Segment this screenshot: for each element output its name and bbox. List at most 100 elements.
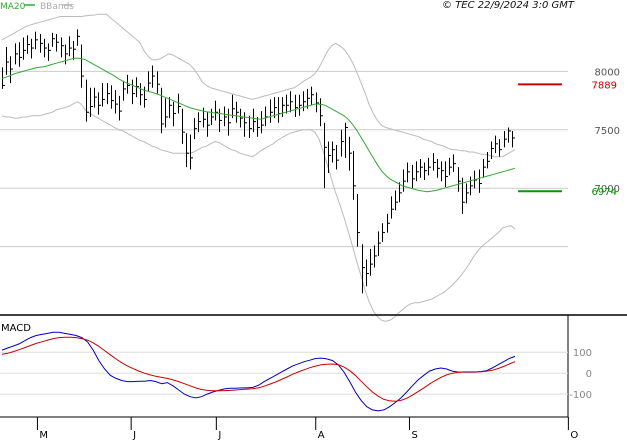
- price-bar: [449, 157, 452, 176]
- price-bar: [144, 86, 147, 108]
- price-bar: [31, 38, 34, 59]
- price-bar: [244, 112, 247, 137]
- price-bar: [416, 161, 419, 182]
- price-bar: [132, 79, 135, 105]
- macd-y-tick-label: 100: [573, 348, 592, 359]
- macd-series-line: [1, 331, 516, 412]
- price-bar: [182, 108, 185, 144]
- price-bar: [90, 87, 93, 117]
- price-bar: [311, 86, 314, 106]
- price-bar: [119, 95, 122, 121]
- price-bar: [15, 43, 18, 65]
- price-bar: [491, 141, 494, 159]
- price-bar: [428, 157, 431, 176]
- price-bar: [336, 144, 339, 170]
- price-bar: [332, 141, 335, 163]
- price-bar: [140, 83, 143, 106]
- price-bar: [178, 93, 181, 114]
- price-bar: [270, 99, 273, 123]
- price-bar: [512, 130, 515, 148]
- price-bar: [345, 122, 348, 158]
- price-bar: [504, 130, 507, 148]
- price-bar: [10, 56, 13, 84]
- price-bar: [203, 107, 206, 128]
- price-ohlc-bars: [2, 29, 515, 294]
- price-bar: [249, 115, 252, 138]
- price-bar: [61, 37, 64, 58]
- x-tick-label: A: [318, 430, 325, 440]
- price-bar: [286, 94, 289, 114]
- level-label: 7889: [592, 80, 617, 91]
- bollinger-upper-band: [1, 13, 516, 158]
- price-bar: [198, 112, 201, 133]
- x-tick-label: M: [39, 430, 48, 440]
- price-y-axis: 8000 7500 7000: [595, 67, 620, 195]
- macd-y-tick-label: 0: [586, 369, 592, 380]
- price-bar: [412, 164, 415, 189]
- price-bar: [424, 162, 427, 181]
- price-bar: [257, 116, 260, 137]
- price-bar: [307, 88, 310, 109]
- price-bar: [48, 43, 51, 61]
- price-bar: [362, 244, 365, 294]
- price-bar: [207, 112, 210, 137]
- price-bar: [495, 135, 498, 154]
- price-bar: [169, 97, 172, 119]
- price-bar: [374, 245, 377, 268]
- price-y-tick-label: 8000: [595, 67, 620, 78]
- level-label: 6974: [592, 187, 617, 198]
- price-bar: [102, 83, 105, 107]
- price-bar: [353, 150, 356, 200]
- price-bar: [403, 169, 406, 192]
- ma20-line: [1, 57, 516, 193]
- macd-y-tick-label: -100: [569, 390, 592, 401]
- price-bar: [320, 98, 323, 127]
- macd-series-line: [1, 336, 516, 402]
- price-bar: [165, 98, 168, 128]
- price-bar: [328, 141, 331, 174]
- price-bar: [240, 108, 243, 128]
- price-bar: [111, 85, 114, 109]
- bollinger-lower-band: [1, 101, 516, 322]
- price-bar: [462, 177, 465, 214]
- price-bar: [86, 79, 89, 122]
- price-bar: [265, 106, 268, 127]
- price-bar: [115, 90, 118, 114]
- price-bar: [290, 91, 293, 113]
- price-bar: [69, 36, 72, 57]
- price-bar: [395, 190, 398, 211]
- price-bar: [65, 44, 68, 65]
- price-bar: [441, 161, 444, 182]
- price-bar: [282, 97, 285, 117]
- price-bar: [232, 94, 235, 119]
- price-bar: [479, 169, 482, 193]
- macd-y-axis: 100 0 -100: [0, 348, 592, 401]
- price-bar: [40, 34, 43, 53]
- price-bar: [357, 194, 360, 247]
- price-bar: [224, 106, 227, 127]
- macd-lines: [1, 331, 516, 412]
- price-bar: [6, 46, 9, 75]
- price-bar: [378, 231, 381, 256]
- price-bar: [52, 32, 55, 47]
- price-bar: [278, 97, 281, 123]
- legend-ma20-label: MA20: [0, 2, 26, 12]
- price-bar: [387, 213, 390, 233]
- price-bar: [94, 87, 97, 108]
- price-bar: [453, 154, 456, 172]
- price-bar: [508, 127, 511, 143]
- price-bar: [127, 74, 130, 94]
- price-bar: [499, 139, 502, 157]
- price-bar: [366, 259, 369, 287]
- x-tick-label: S: [411, 430, 417, 440]
- price-bar: [194, 118, 197, 140]
- price-bar: [391, 196, 394, 219]
- price-bar: [261, 111, 264, 134]
- price-bar: [81, 44, 84, 88]
- price-bar: [445, 161, 448, 188]
- price-bar: [483, 159, 486, 178]
- price-bar: [370, 248, 373, 276]
- price-bar: [56, 34, 59, 52]
- price-bar: [324, 122, 327, 189]
